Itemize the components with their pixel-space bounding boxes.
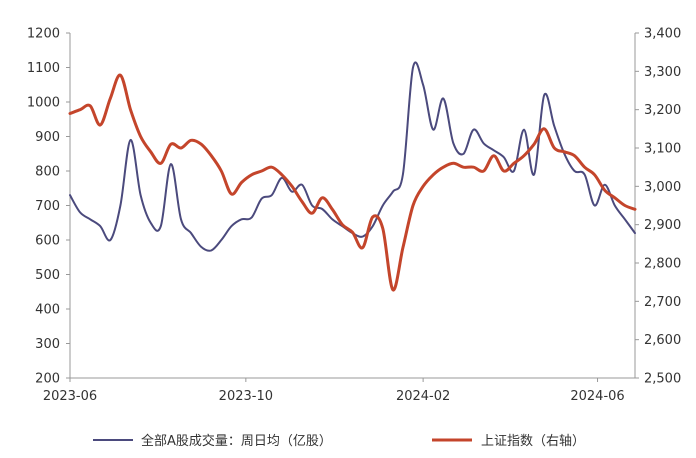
x-tick-label: 2023-06 bbox=[43, 389, 97, 404]
y-left-tick-label: 1000 bbox=[27, 96, 60, 111]
y-left-tick-label: 500 bbox=[35, 268, 60, 283]
y-left-tick-label: 900 bbox=[35, 130, 60, 145]
y-left-tick-label: 600 bbox=[35, 234, 60, 249]
legend: 全部A股成交量：周日均（亿股） 上证指数（右轴） bbox=[93, 433, 585, 449]
y-right-tick-label: 3,200 bbox=[644, 103, 681, 118]
x-tick-label: 2024-06 bbox=[570, 389, 624, 404]
series-layer bbox=[68, 61, 637, 292]
legend-label-volume: 全部A股成交量：周日均（亿股） bbox=[141, 433, 332, 449]
y-right-tick-label: 3,400 bbox=[644, 27, 681, 42]
series-line-index bbox=[68, 73, 637, 292]
y-left-tick-label: 400 bbox=[35, 303, 60, 318]
y-left-tick-label: 1100 bbox=[27, 61, 60, 76]
y-left-tick-label: 200 bbox=[35, 372, 60, 387]
y-left-tick-label: 1200 bbox=[27, 27, 60, 42]
y-left-tick-label: 700 bbox=[35, 199, 60, 214]
y-right-tick-label: 3,300 bbox=[644, 65, 681, 80]
y-right-tick-label: 2,700 bbox=[644, 295, 681, 310]
y-right-tick-label: 2,600 bbox=[644, 333, 681, 348]
y-left-tick-label: 800 bbox=[35, 165, 60, 180]
y-right-tick-label: 3,000 bbox=[644, 180, 681, 195]
y-right-tick-label: 2,800 bbox=[644, 257, 681, 272]
x-tick-label: 2023-10 bbox=[219, 389, 273, 404]
y-left-tick-label: 300 bbox=[35, 337, 60, 352]
y-right-tick-label: 2,500 bbox=[644, 372, 681, 387]
axes-layer: 200 300 400 500 600 700 800 900 1000 1100 1200 2,50… bbox=[27, 27, 681, 405]
y-right-tick-label: 3,100 bbox=[644, 142, 681, 157]
x-tick-label: 2024-02 bbox=[396, 389, 450, 404]
legend-label-index: 上证指数（右轴） bbox=[481, 434, 585, 449]
y-right-tick-label: 2,900 bbox=[644, 218, 681, 233]
